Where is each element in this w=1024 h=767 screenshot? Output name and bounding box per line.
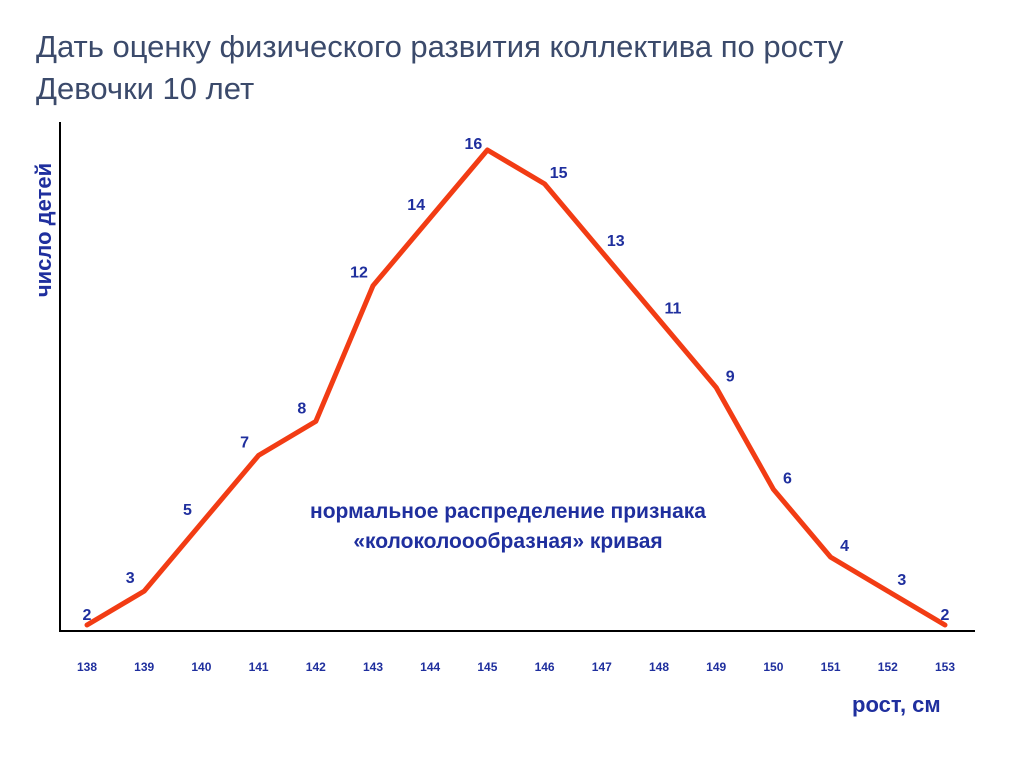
- data-label: 3: [897, 572, 906, 589]
- y-axis-label: число детей: [31, 162, 56, 298]
- x-tick-label: 145: [477, 660, 497, 674]
- x-tick-label: 141: [249, 660, 269, 674]
- title-line-2: Девочки 10 лет: [36, 71, 255, 106]
- x-tick-label: 149: [706, 660, 726, 674]
- annotation-line-1: нормальное распределение признака: [310, 500, 706, 523]
- x-tick-label: 150: [763, 660, 783, 674]
- x-tick-label: 147: [592, 660, 612, 674]
- x-tick-label: 143: [363, 660, 383, 674]
- data-label: 4: [840, 538, 849, 555]
- x-tick-label: 148: [649, 660, 669, 674]
- x-tick-label: 142: [306, 660, 326, 674]
- x-axis-label: рост, см: [852, 692, 941, 717]
- slide-title: Дать оценку физического развития коллект…: [36, 26, 996, 110]
- data-label: 12: [350, 265, 368, 282]
- data-label: 14: [407, 197, 425, 214]
- data-label: 5: [183, 502, 192, 519]
- series-line: [84, 147, 948, 628]
- data-label: 2: [941, 607, 950, 624]
- x-tick-label: 153: [935, 660, 955, 674]
- data-label: 9: [726, 369, 735, 386]
- x-tick-label: 146: [535, 660, 555, 674]
- annotation-line-2: «колоколоообразная» кривая: [353, 530, 663, 553]
- data-label: 7: [240, 434, 249, 451]
- x-tick-labels: 138 139 140 141 142 143 144 145 146 147 148 149 150 1…: [77, 660, 955, 674]
- title-line-1: Дать оценку физического развития коллект…: [36, 29, 844, 64]
- x-tick-label: 152: [878, 660, 898, 674]
- x-tick-label: 138: [77, 660, 97, 674]
- data-label: 2: [83, 607, 92, 624]
- data-labels: 2 3 5 7 8 12 14 16 15 13 11 9 6 4 3 2: [83, 136, 950, 624]
- data-label: 8: [297, 400, 306, 417]
- data-label: 3: [126, 570, 135, 587]
- x-tick-label: 151: [821, 660, 841, 674]
- data-label: 16: [465, 136, 483, 153]
- annotation: нормальное распределение признака «колок…: [310, 497, 706, 557]
- data-label: 15: [550, 165, 568, 182]
- x-tick-label: 139: [134, 660, 154, 674]
- x-tick-label: 144: [420, 660, 440, 674]
- x-tick-label: 140: [191, 660, 211, 674]
- data-label: 13: [607, 233, 625, 250]
- data-label: 6: [783, 470, 792, 487]
- data-label: 11: [665, 301, 682, 318]
